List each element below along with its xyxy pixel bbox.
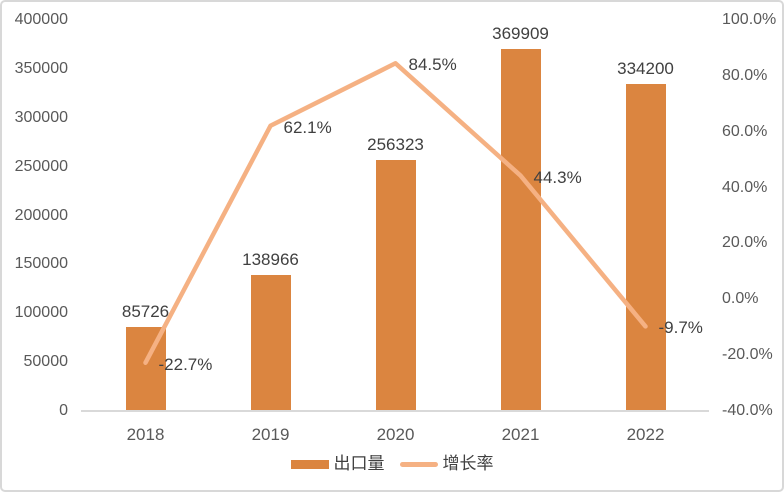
y-axis-left-tick-label: 350000 bbox=[14, 59, 68, 77]
line-series-swatch-icon bbox=[399, 461, 438, 467]
y-axis-left-tick-label: 0 bbox=[59, 402, 68, 419]
bar-value-label: 138966 bbox=[242, 250, 299, 270]
x-axis-category-label: 2021 bbox=[501, 425, 540, 444]
bar-value-label: 85726 bbox=[121, 302, 170, 322]
legend-label-growth-rate: 增长率 bbox=[442, 454, 494, 473]
legend-label-export-volume: 出口量 bbox=[333, 454, 385, 473]
y-axis-left-tick-label: 400000 bbox=[14, 11, 68, 28]
x-axis-category-label: 2019 bbox=[251, 425, 290, 444]
line-point-label: 84.5% bbox=[408, 55, 457, 75]
y-axis-right-tick-label: 40.0% bbox=[722, 178, 768, 196]
y-axis-right-tick-label: -40.0% bbox=[722, 402, 773, 419]
y-axis-left-tick-label: 50000 bbox=[23, 353, 69, 371]
legend-item-export-volume: 出口量 bbox=[290, 454, 385, 474]
line-point-label: -9.7% bbox=[658, 318, 703, 338]
bar-2022 bbox=[625, 84, 666, 411]
bar-2019 bbox=[250, 275, 291, 411]
bar-value-label: 334200 bbox=[617, 59, 674, 79]
x-axis-line bbox=[81, 410, 709, 412]
y-axis-right-tick-label: 80.0% bbox=[722, 66, 768, 84]
y-axis-left-tick-label: 200000 bbox=[14, 206, 68, 224]
bar-value-label: 369909 bbox=[492, 24, 549, 44]
bar-series-swatch-icon bbox=[290, 459, 329, 469]
x-axis-category-label: 2020 bbox=[376, 425, 415, 444]
y-axis-left-tick-label: 100000 bbox=[14, 304, 68, 322]
y-axis-right-tick-label: -20.0% bbox=[722, 346, 773, 364]
x-axis-category-label: 2022 bbox=[626, 425, 665, 444]
bar-2020 bbox=[375, 160, 416, 411]
y-axis-left-tick-label: 300000 bbox=[14, 108, 68, 126]
y-axis-right-tick-label: 20.0% bbox=[722, 234, 768, 252]
line-point-label: 62.1% bbox=[283, 117, 332, 137]
legend-item-growth-rate: 增长率 bbox=[399, 454, 494, 474]
y-axis-right-tick-label: 100.0% bbox=[722, 11, 777, 28]
line-point-label: 44.3% bbox=[533, 167, 582, 187]
bar-value-label: 256323 bbox=[367, 135, 424, 155]
y-axis-left-tick-label: 150000 bbox=[14, 255, 68, 273]
x-axis-category-label: 2018 bbox=[126, 425, 165, 444]
y-axis-right-tick-label: 60.0% bbox=[722, 122, 768, 140]
legend: 出口量 增长率 bbox=[2, 454, 782, 474]
line-point-label: -22.7% bbox=[158, 354, 213, 374]
y-axis-right-tick-label: 0.0% bbox=[722, 290, 759, 308]
y-axis-left-tick-label: 250000 bbox=[14, 157, 68, 175]
bar-2021 bbox=[500, 49, 541, 411]
